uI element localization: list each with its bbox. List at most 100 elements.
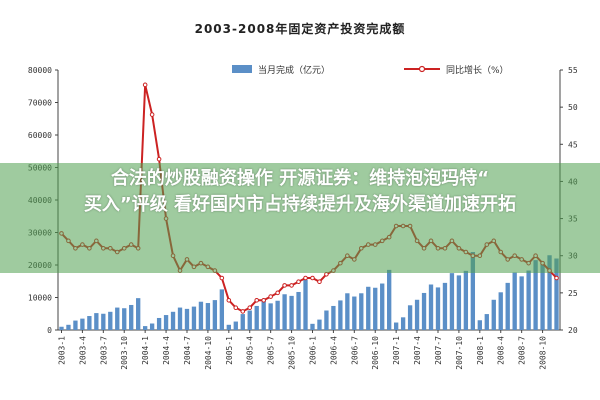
bar [449,273,455,330]
x-tick-label: 2007-10 [455,336,464,370]
bar [282,294,287,330]
overlay-banner [0,163,600,273]
legend-swatch-marker [418,65,426,73]
x-tick-label: 2006-7 [350,336,359,365]
bar [129,304,134,330]
bar [345,293,350,330]
x-tick-label: 2006-4 [329,336,338,365]
bar [540,261,545,330]
bar [101,313,106,330]
legend: 当月完成（亿元） 同比增长（%） [232,64,509,76]
bar [136,298,141,330]
bar [275,300,280,330]
bar [108,311,113,330]
y-right-tick-label: 50 [568,103,578,112]
bar [435,287,441,330]
x-tick-label: 2005-4 [246,336,255,365]
overlay-line-1: 合法的炒股融资操作 开源证券：维持泡泡玛特“ [110,168,490,189]
y-left-tick-label: 60000 [28,131,52,140]
x-tick-label: 2003-1 [57,336,66,365]
bar [296,291,301,330]
bar [212,300,218,330]
line-point [303,275,308,281]
line-point [254,297,260,303]
x-tick-label: 2003-10 [120,336,129,370]
bar [533,260,538,330]
bar [400,317,406,330]
bar [380,283,385,330]
bar [526,270,531,330]
bar [94,313,99,330]
bar [115,307,120,330]
x-tick-label: 2007-7 [434,336,443,365]
bar [310,323,315,330]
bar [352,296,357,330]
y-left-tick-label: 0 [47,326,52,335]
x-tick-label: 2007-1 [392,336,401,365]
y-right-tick-label: 45 [568,140,578,149]
bar [219,289,225,330]
bar [66,324,71,330]
line-point [324,271,329,277]
x-tick-label: 2005-10 [288,336,297,370]
line-point [261,297,266,303]
bar [59,326,64,330]
x-tick-label: 2008-1 [476,336,485,365]
bar [512,272,517,330]
bar [87,316,92,330]
chart-title: 2003-2008年固定资产投资完成额 [195,21,406,36]
x-tick-label: 2003-4 [78,336,87,365]
line-point [233,305,239,311]
bar [170,311,176,330]
bar [393,322,399,330]
x-tick-label: 2006-10 [371,336,380,370]
bar [456,275,462,330]
x-tick-label: 2008-4 [497,336,506,365]
line-point [275,290,280,296]
bar [366,286,371,330]
bar [261,300,266,330]
bar [122,308,127,330]
x-tick-label: 2007-4 [413,336,422,365]
bar-series [59,252,559,330]
line-point [289,283,294,288]
bar [477,320,482,330]
bar [289,295,294,330]
bar [247,310,252,330]
x-tick-label: 2004-1 [141,336,150,365]
overlay-line-2: 买入”评级 看好国内市占持续提升及海外渠道加速开拓 [83,194,517,215]
legend-label-bar: 当月完成（亿元） [258,64,330,76]
bar [421,292,427,330]
y-left-tick-label: 70000 [28,99,52,108]
y-left-tick-label: 10000 [28,294,52,303]
y-right-tick-label: 20 [568,326,578,335]
bar [554,258,559,330]
x-tick-label: 2004-10 [204,336,213,370]
line-point [219,275,225,281]
x-tick-label: 2004-4 [162,336,171,365]
bar [387,269,392,330]
bar [142,326,148,330]
bar [163,315,169,330]
bar [198,301,204,330]
bar [184,308,190,330]
bar [177,307,183,330]
x-tick-label: 2006-1 [308,336,317,365]
bar [226,324,231,330]
bar [80,318,85,330]
line-point [149,112,155,117]
line-point [317,279,322,285]
bar [491,299,496,330]
legend-swatch-bar [232,65,252,73]
x-tick-label: 2003-7 [99,336,108,365]
bar [240,314,245,330]
x-tick-label: 2005-1 [225,336,234,365]
x-tick-label: 2008-10 [539,336,548,370]
line-point [282,283,287,288]
bar [191,306,197,330]
bar [505,282,510,330]
bar [359,293,364,330]
bar [317,319,322,330]
bar [414,299,420,330]
line-point [296,279,301,285]
